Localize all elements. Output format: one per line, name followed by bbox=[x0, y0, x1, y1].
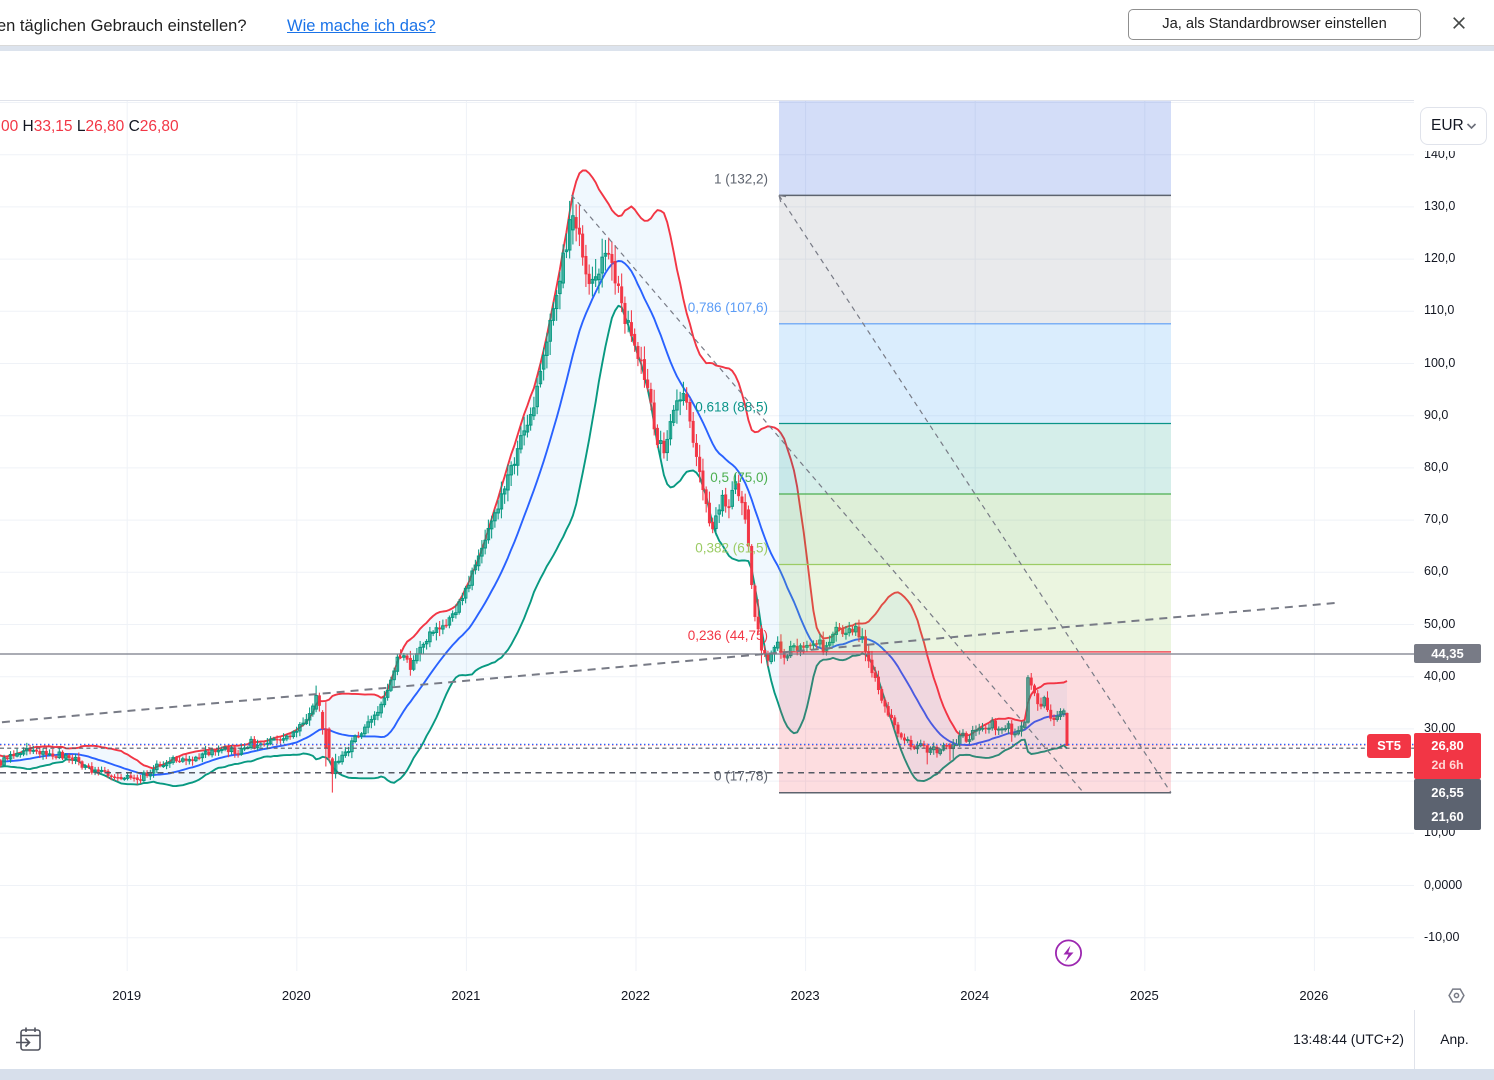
bb-basis-line bbox=[0, 260, 1068, 777]
time-axis-label: 2022 bbox=[621, 988, 650, 1003]
candles-layer bbox=[0, 195, 1069, 793]
fib-band bbox=[779, 423, 1171, 494]
fib-band bbox=[779, 195, 1171, 324]
price-axis-label: 80,0 bbox=[1424, 459, 1449, 474]
lightning-icon bbox=[1055, 939, 1083, 967]
browser-notification-bar: en täglichen Gebrauch einstellen? Wie ma… bbox=[0, 0, 1494, 46]
fib-level-label: 1 (132,2) bbox=[714, 171, 768, 186]
fib-band bbox=[779, 494, 1171, 565]
price-axis[interactable]: 140,0 130,0 120,0 110,0 100,0 90,0 80,0 70,0 60,… bbox=[1414, 100, 1494, 1010]
set-default-browser-button[interactable]: Ja, als Standardbrowser einstellen bbox=[1128, 9, 1421, 40]
svg-text:00 H33,15 L26,80 C26,80: 00 H33,15 L26,80 C26,80 bbox=[1, 118, 179, 135]
fib-diagonal-arrow bbox=[778, 194, 787, 203]
adjust-button[interactable]: Anp. bbox=[1414, 1010, 1494, 1069]
hline-value-badge: 44,35 bbox=[1414, 644, 1481, 664]
time-axis-label: 2026 bbox=[1299, 988, 1329, 1003]
notification-help-link[interactable]: Wie mache ich das? bbox=[287, 17, 436, 35]
price-axis-label: 40,00 bbox=[1424, 668, 1456, 683]
page-background-strip bbox=[0, 46, 1494, 51]
fib-level-label: 0,618 (88,5) bbox=[695, 400, 768, 415]
price-axis-label: 60,0 bbox=[1424, 564, 1449, 579]
time-axis[interactable]: 2019 2020 2021 2022 2023 2024 2025 2026 bbox=[0, 971, 1494, 1010]
chevron-down-icon bbox=[1466, 123, 1477, 130]
fib-level-label: 0,5 (75,0) bbox=[710, 470, 768, 485]
last-price-badge: 26,80 2d 6h bbox=[1414, 733, 1481, 779]
currency-dropdown[interactable]: EUR bbox=[1420, 107, 1487, 145]
time-axis-label: 2023 bbox=[790, 988, 820, 1003]
go-to-date-icon[interactable] bbox=[14, 1024, 46, 1056]
price-axis-label: 50,00 bbox=[1424, 616, 1456, 631]
trendline-ascending-support bbox=[0, 601, 1341, 724]
fib-retracement: 1 (132,2) 0,786 (107,6) 0,618 (88,5) 0,5 (7… bbox=[688, 101, 1171, 794]
fib-level-label: 0,382 (61,5) bbox=[695, 540, 768, 555]
price-axis-label: -10,00 bbox=[1424, 929, 1460, 944]
close-icon[interactable] bbox=[1447, 11, 1471, 35]
pane-top-border bbox=[0, 100, 1494, 101]
price-axis-label: 110,0 bbox=[1424, 303, 1455, 318]
clock-utc-label[interactable]: 13:48:44 (UTC+2) bbox=[1293, 1032, 1404, 1047]
bottom-background-strip bbox=[0, 1069, 1494, 1080]
time-axis-label: 2020 bbox=[281, 988, 311, 1003]
price-axis-label: 70,0 bbox=[1424, 512, 1449, 527]
scale-settings-icon[interactable] bbox=[1444, 983, 1469, 1008]
notification-message: en täglichen Gebrauch einstellen? bbox=[0, 17, 247, 35]
fib-level-label: 0,786 (107,6) bbox=[688, 300, 768, 315]
gridlines bbox=[0, 101, 1414, 971]
price-axis-label: 90,0 bbox=[1424, 407, 1449, 422]
price-axis-label: 130,0 bbox=[1424, 198, 1456, 213]
fib-level-label: 0,236 (44,75) bbox=[688, 628, 768, 643]
price-axis-label: 0,0000 bbox=[1424, 877, 1463, 892]
fib-band bbox=[779, 651, 1171, 793]
price-axis-label: 100,0 bbox=[1424, 355, 1456, 370]
fib-band bbox=[779, 101, 1171, 196]
price-axis-label: 30,00 bbox=[1424, 720, 1456, 735]
trendline-descending-from-peak bbox=[571, 194, 1084, 793]
indicator-name-badge: ST5 bbox=[1367, 733, 1411, 758]
time-axis-label: 2024 bbox=[960, 988, 990, 1003]
time-axis-label: 2019 bbox=[112, 988, 142, 1003]
fib-level-label: 0 (17,78) bbox=[714, 769, 768, 784]
pane-content: 1 (132,2) 0,786 (107,6) 0,618 (88,5) 0,5 (7… bbox=[0, 101, 1414, 971]
hline-group-badge: 26,55 21,60 bbox=[1414, 779, 1481, 830]
time-axis-label: 2025 bbox=[1129, 988, 1159, 1003]
bb-fill bbox=[0, 170, 1067, 787]
bottom-toolbar: 13:48:44 (UTC+2) Anp. bbox=[0, 1010, 1494, 1069]
time-axis-label: 2021 bbox=[451, 988, 481, 1003]
fib-band bbox=[779, 323, 1171, 424]
fib-band bbox=[779, 564, 1171, 652]
ohlc-legend: 00 H33,15 L26,80 C26,80 bbox=[1, 118, 179, 135]
price-axis-label: 120,0 bbox=[1424, 251, 1456, 266]
